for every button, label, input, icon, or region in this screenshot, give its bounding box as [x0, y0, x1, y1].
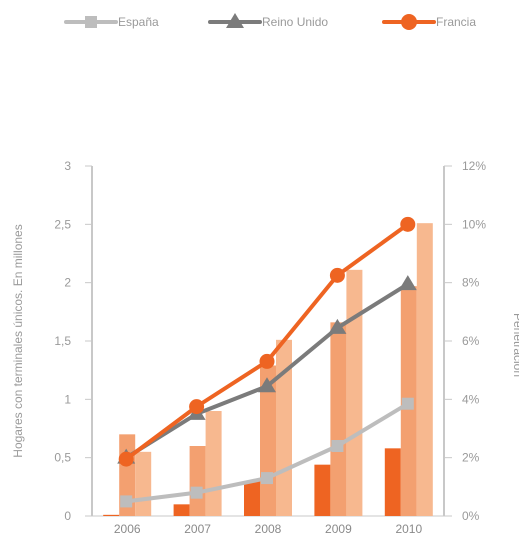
- legend-marker-espa-a: [85, 16, 97, 28]
- marker-reino-unido-2009: [328, 318, 347, 334]
- marker-francia-2006: [118, 451, 134, 467]
- y2-axis-title: Penetración: [511, 313, 519, 377]
- legend-label-reino-unido: Reino Unido: [262, 15, 328, 29]
- y-tick-label: 1,5: [54, 334, 71, 348]
- marker-espa-a-2008: [261, 472, 273, 485]
- y-tick-label: 0,5: [54, 451, 71, 465]
- y-tick-label: 3: [64, 159, 71, 173]
- y-tick-label: 1: [64, 392, 71, 406]
- bar-series3-2010: [416, 223, 433, 516]
- legend-label-espa-a: España: [118, 15, 159, 29]
- y2-tick-label: 6%: [462, 334, 480, 348]
- x-tick-label: 2009: [325, 522, 352, 536]
- y2-tick-label: 10%: [462, 217, 486, 231]
- y-axis-title: Hogares con terminales únicos. En millon…: [11, 224, 25, 457]
- marker-reino-unido-2008: [258, 377, 276, 393]
- marker-espa-a-2010: [401, 397, 414, 410]
- bar-series2-2007: [189, 446, 206, 516]
- marker-francia-2009: [329, 267, 345, 283]
- marker-espa-a-2009: [331, 440, 344, 452]
- x-tick-label: 2010: [395, 522, 422, 536]
- marker-francia-2007: [189, 399, 205, 415]
- bar-series3-2006: [135, 451, 152, 516]
- bar-series1-2009: [314, 464, 331, 516]
- bar-series1-2006: [103, 514, 120, 516]
- y-tick-label: 0: [64, 509, 71, 523]
- y2-tick-label: 12%: [462, 159, 486, 173]
- marker-reino-unido-2010: [398, 275, 417, 291]
- marker-francia-2008: [259, 353, 275, 369]
- y2-tick-label: 8%: [462, 276, 480, 290]
- x-tick-label: 2007: [184, 522, 211, 536]
- y2-tick-label: 0%: [462, 509, 480, 523]
- y2-tick-label: 2%: [462, 451, 480, 465]
- bar-series1-2007: [173, 504, 190, 516]
- y-tick-label: 2: [64, 276, 71, 290]
- legend-label-francia: Francia: [436, 15, 476, 29]
- bar-series3-2009: [346, 269, 363, 516]
- marker-francia-2010: [400, 216, 416, 232]
- x-tick-label: 2008: [255, 522, 282, 536]
- bar-series2-2009: [330, 322, 347, 516]
- bar-series1-2008: [244, 481, 260, 516]
- marker-espa-a-2007: [190, 486, 203, 499]
- y-tick-label: 2,5: [54, 217, 71, 231]
- bar-series3-2007: [205, 411, 222, 516]
- bar-series1-2010: [384, 448, 401, 516]
- marker-espa-a-2006: [120, 495, 133, 508]
- legend-marker-francia: [401, 14, 417, 30]
- x-tick-label: 2006: [114, 522, 141, 536]
- legend-marker-reino-unido: [226, 13, 244, 28]
- y2-tick-label: 4%: [462, 392, 480, 406]
